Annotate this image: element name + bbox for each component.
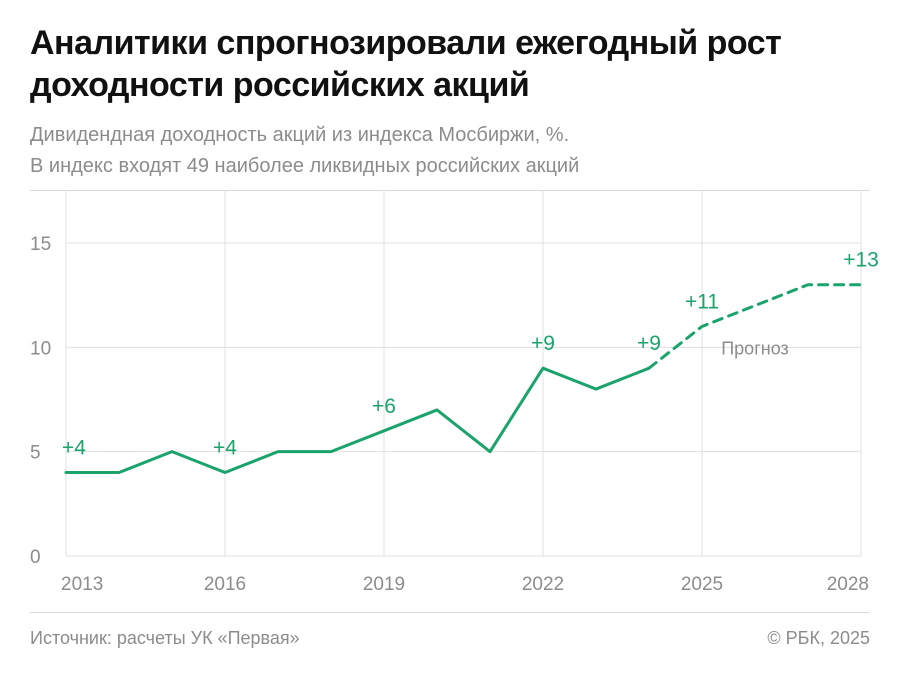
data-label: +6 (372, 395, 396, 418)
x-axis-ticks: 2013 2016 2019 2022 2025 2028 (61, 574, 869, 595)
data-label: +4 (62, 437, 86, 460)
grid (65, 190, 862, 557)
annotations: Прогноз (721, 338, 789, 358)
x-tick-label: 2019 (363, 574, 405, 595)
x-tick-label: 2016 (204, 574, 246, 595)
y-tick-label: 5 (30, 443, 41, 464)
subtitle-line-2: В индекс входят 49 наиболее ликвидных ро… (30, 155, 580, 177)
chart-subtitle: Дивидендная доходность акций из индекса … (30, 120, 870, 182)
y-axis-ticks: 0 5 10 15 (30, 234, 51, 568)
x-tick-label: 2025 (681, 574, 723, 595)
data-label: +11 (685, 290, 719, 313)
subtitle-line-1: Дивидендная доходность акций из индекса … (30, 124, 570, 146)
data-label: +9 (637, 332, 661, 355)
chart-title: Аналитики спрогнозировали ежегодный рост… (30, 24, 782, 104)
series (64, 283, 863, 475)
y-tick-label: 15 (30, 234, 51, 255)
y-tick-label: 0 (30, 547, 41, 568)
x-tick-label: 2022 (522, 574, 564, 595)
copyright: © РБК, 2025 (767, 628, 870, 648)
data-label: +4 (213, 437, 237, 460)
x-tick-label: 2013 (61, 574, 103, 595)
data-label: +13 (843, 249, 879, 272)
y-tick-label: 10 (30, 338, 51, 359)
source-note: Источник: расчеты УК «Первая» (30, 628, 300, 648)
data-label: +9 (531, 332, 555, 355)
actual-series-line (64, 366, 651, 475)
point-labels: +4 +4 +6 +9 +9 +11 +13 (62, 249, 879, 460)
forecast-series-line (647, 283, 863, 370)
forecast-annotation: Прогноз (721, 338, 789, 358)
x-tick-label: 2028 (827, 574, 869, 595)
top-divider (30, 190, 870, 191)
bottom-divider (30, 612, 870, 613)
